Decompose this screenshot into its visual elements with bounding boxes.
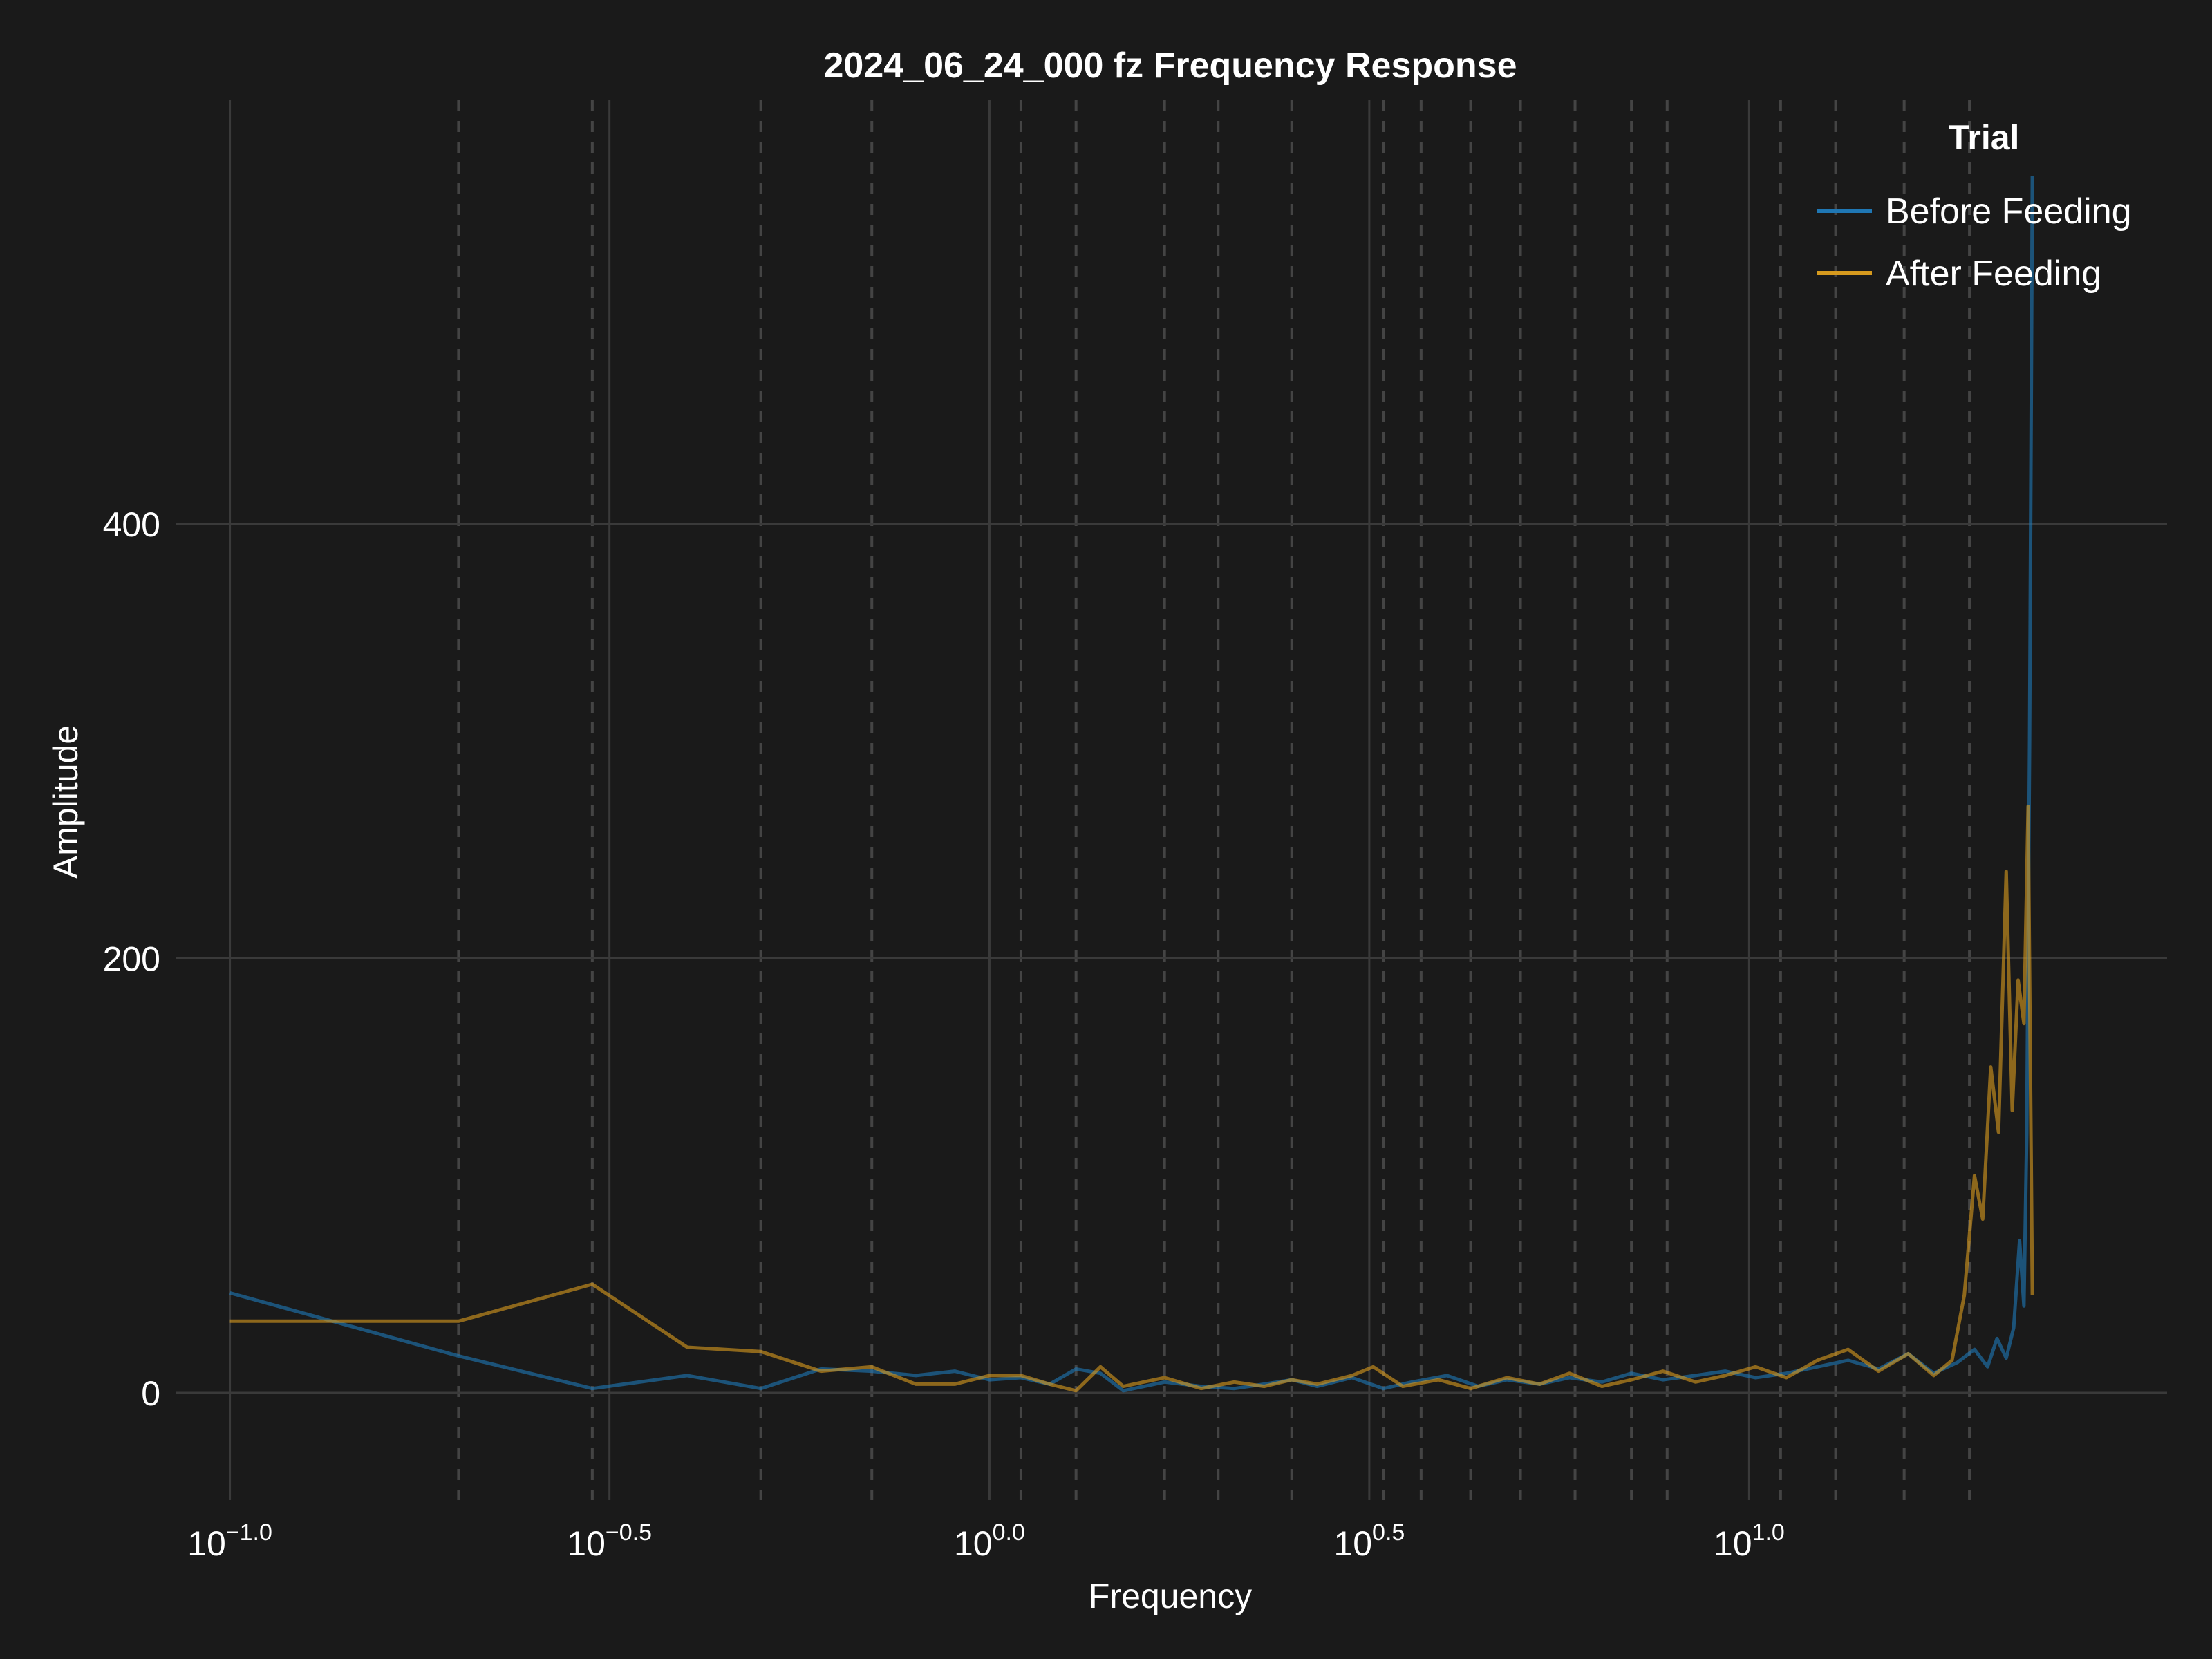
x-tick-label-4: 101.0 [1714,1519,1785,1563]
legend-label-before-feeding: Before Feeding [1886,191,2132,232]
axis-ticks: 10−1.0 10−0.5 100.0 100.5 101.0 0 200 400 [103,505,1785,1563]
y-tick-label-1: 200 [103,939,160,978]
series-line-after-feeding [229,804,2034,1393]
x-tick-label-0: 10−1.0 [187,1519,272,1563]
series-lines [229,176,2034,1393]
legend-title: Trial [1949,118,2020,157]
legend: Trial Before Feeding After Feeding [1817,118,2132,294]
x-tick-label-2: 100.0 [954,1519,1025,1563]
x-axis-label: Frequency [1089,1577,1252,1615]
x-tick-label-3: 100.5 [1333,1519,1405,1563]
y-axis-label: Amplitude [46,725,85,879]
chart-title: 2024_06_24_000 fz Frequency Response [823,46,1517,86]
legend-label-after-feeding: After Feeding [1886,254,2101,294]
y-tick-label-2: 400 [103,505,160,544]
y-tick-label-0: 0 [141,1374,160,1413]
grid-lines [176,100,2167,1500]
x-tick-label-1: 10−0.5 [567,1519,652,1563]
